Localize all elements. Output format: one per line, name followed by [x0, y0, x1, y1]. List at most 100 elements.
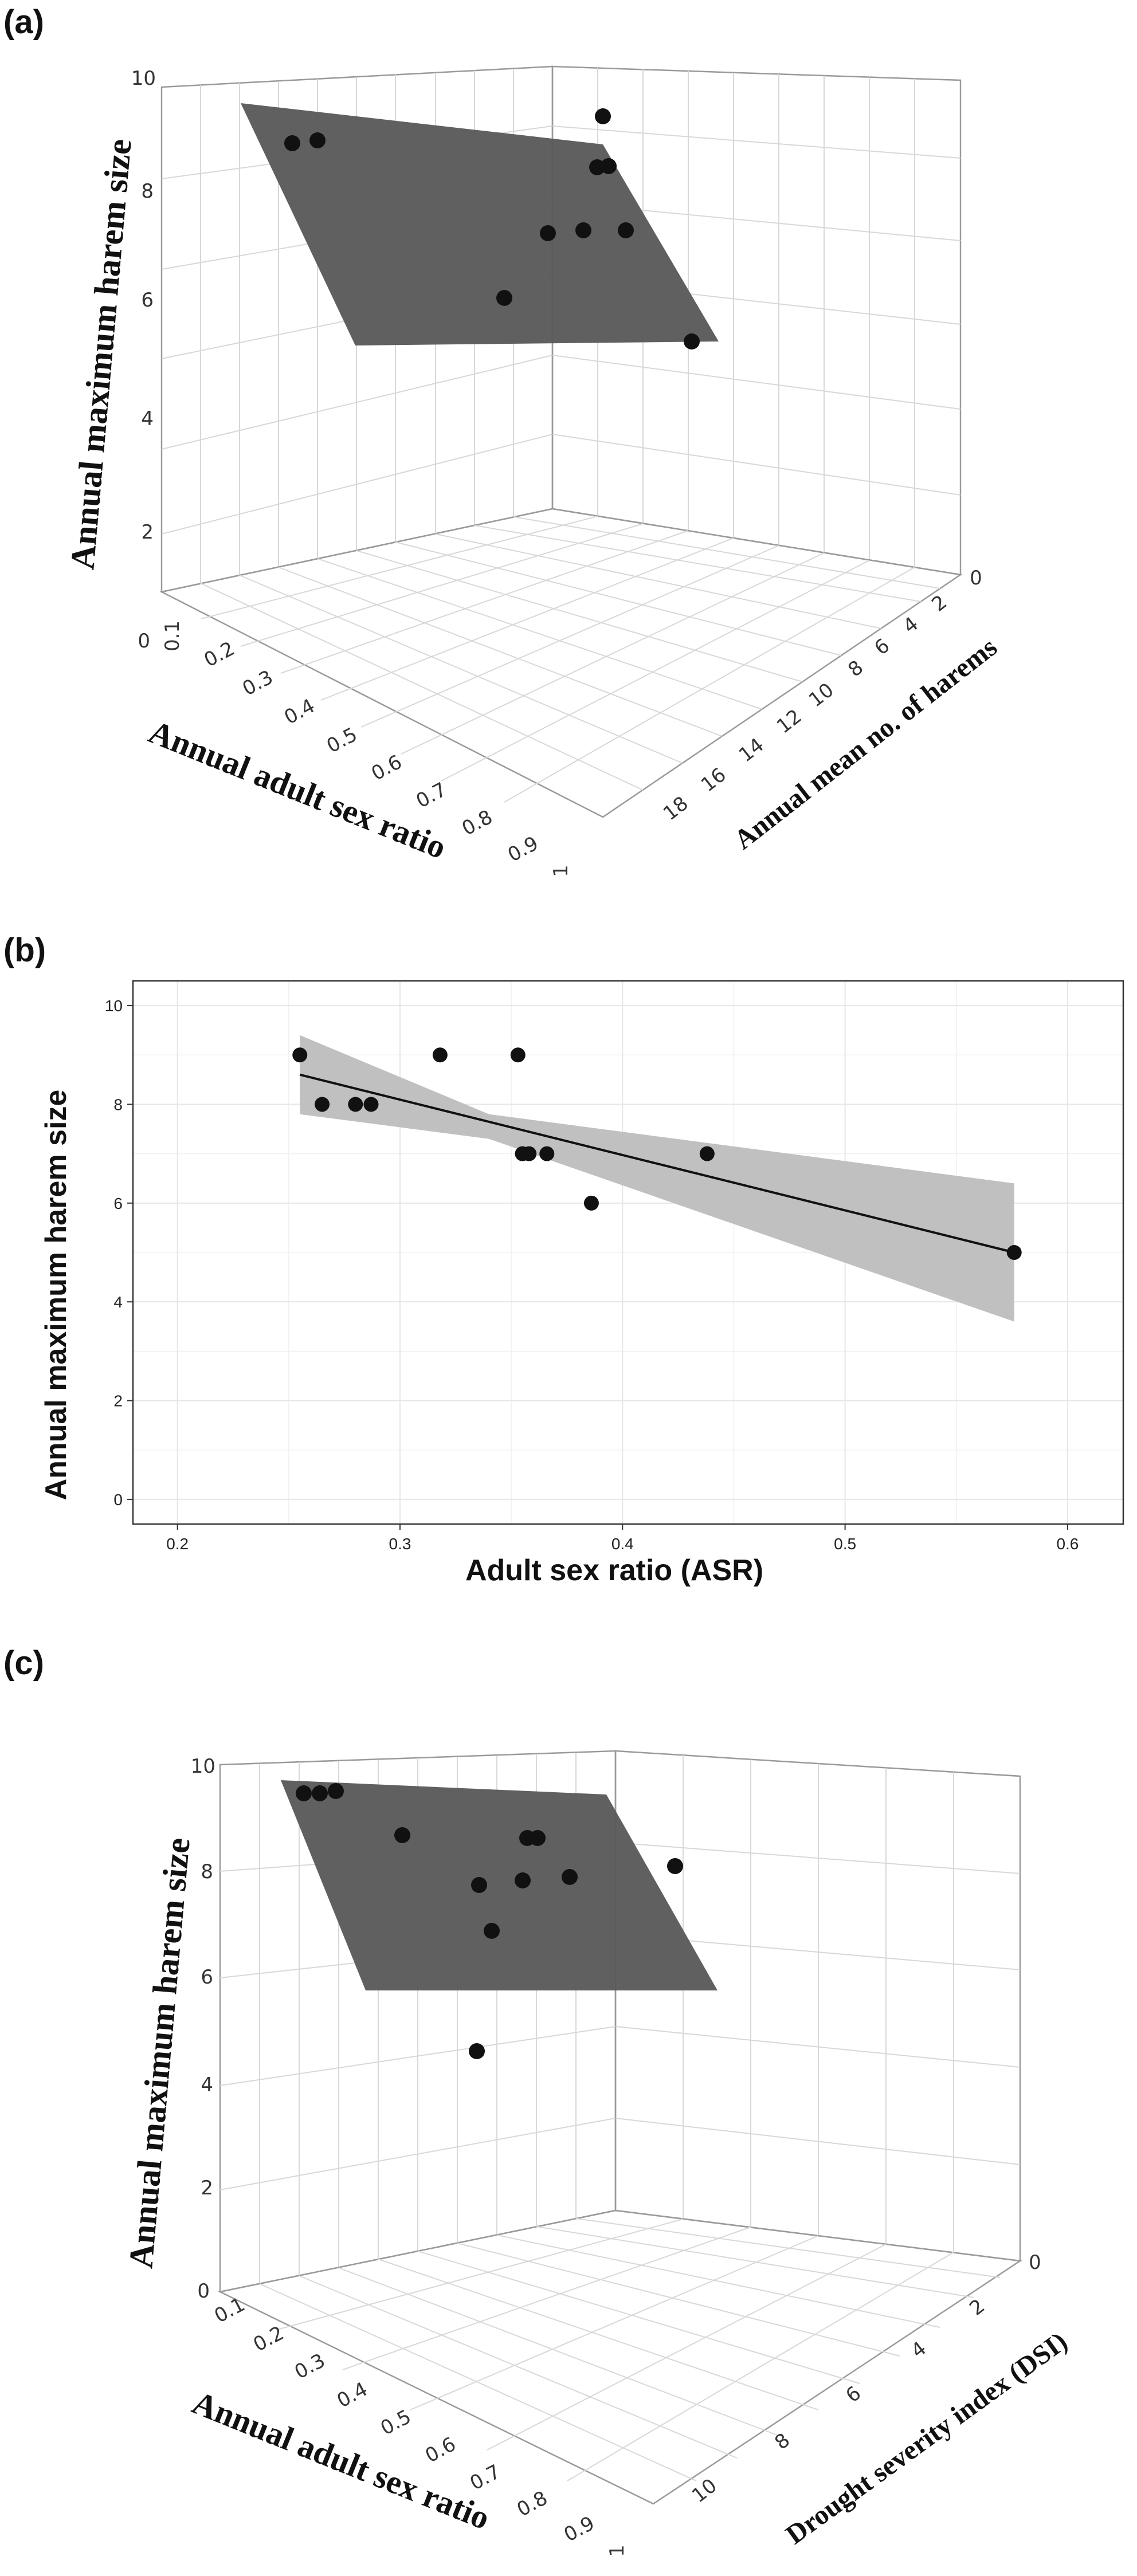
panel-c-x-tick: 0.3	[291, 2349, 330, 2384]
panel-a-x-tick: 0.8	[458, 806, 497, 841]
panel-c-z-tick: 0	[197, 2280, 210, 2303]
panel-c-z-axis-title: Annual maximum harem size	[121, 1836, 197, 2270]
panel-c-point	[328, 1783, 344, 1799]
panel-c-point	[515, 1872, 531, 1888]
panel-a: (a)	[3, 3, 1003, 877]
panel-c-point	[296, 1785, 312, 1801]
panel-c-point	[394, 1827, 410, 1843]
panel-a-floor-grid	[360, 545, 779, 728]
panel-c-floor-frame	[218, 2209, 1022, 2505]
panel-a-z-tick: 2	[141, 521, 154, 544]
panel-c-x-tick: 0.6	[422, 2433, 460, 2468]
panel-a-x-tick: 0.4	[281, 694, 319, 729]
panel-b-label: (b)	[3, 932, 46, 969]
panel-c-regression-plane	[281, 1780, 718, 1990]
panel-a-y-tick: 8	[844, 656, 868, 682]
panel-a-x-tick: 0.7	[413, 778, 451, 813]
panel-c-floor-grid	[410, 2235, 819, 2410]
panel-b-ticks: 0.2 0.3 0.4 0.5 0.6 0 2 4 6 8 10	[105, 997, 1079, 1553]
panel-c-x-tick: 0.9	[560, 2512, 599, 2547]
panel-c-x-tick: 0.4	[334, 2378, 372, 2413]
panel-c-z-tick: 4	[201, 2074, 213, 2096]
panel-c-floor-grid	[378, 2259, 819, 2410]
panel-a-x-tick: 1	[550, 865, 573, 877]
panel-a-x-tick: 0.3	[239, 666, 277, 701]
panel-b-plot-area	[132, 980, 1124, 1525]
panel-c-point	[484, 1923, 500, 1939]
panel-c-x-tick: 0.2	[250, 2322, 288, 2357]
panel-a-floor-grid	[320, 537, 734, 701]
panel-a-x-tick: 0.6	[368, 751, 406, 786]
panel-c-floor-grid	[417, 2251, 860, 2384]
panel-c-floor-grid	[277, 2218, 684, 2330]
panel-c-floor-grid	[338, 2267, 778, 2436]
panel-a-point	[684, 333, 700, 350]
panel-a-z-tick: 4	[141, 407, 154, 430]
panel-a-floor-grid	[441, 560, 870, 782]
panel-b-point	[510, 1047, 526, 1063]
panel-a-y-tick: 10	[805, 678, 838, 712]
panel-a-label: (a)	[3, 3, 44, 41]
panel-c-y-tick: 2	[965, 2295, 989, 2320]
panel-c-points	[296, 1783, 683, 2059]
panel-a-floor-grid	[200, 583, 644, 791]
panel-c-point	[312, 1785, 328, 1801]
panel-a-floor	[159, 508, 963, 818]
panel-c-y-tick: 0	[1029, 2251, 1041, 2274]
panel-a-x-tick: 0.5	[323, 723, 362, 758]
panel-a-point	[496, 290, 512, 306]
panel-c-z-ticks: 0 2 4 6 8 10	[191, 1755, 215, 2303]
panel-b-x-tick-label: 0.5	[834, 1535, 856, 1553]
panel-a-point	[595, 108, 611, 124]
panel-a-point	[618, 222, 634, 238]
panel-a-right-wall-hgrid	[552, 125, 961, 159]
panel-a-y-tick: 12	[773, 705, 806, 738]
panel-a-point	[309, 132, 326, 148]
panel-a-z-ticks: 0 2 4 6 8 10	[131, 67, 156, 653]
panel-c-y-axis-title: Drought severity index (DSI)	[781, 2326, 1073, 2550]
panel-b-x-tick-label: 0.2	[166, 1535, 189, 1553]
panel-a-y-tick: 18	[659, 792, 693, 825]
panel-a-floor-grid	[317, 558, 763, 710]
panel-c-floor-grid	[342, 2226, 751, 2370]
panel-c-label: (c)	[3, 1644, 44, 1682]
panel-b-x-tick-label: 0.6	[1056, 1535, 1079, 1553]
panel-b-y-tick-label: 0	[113, 1491, 123, 1509]
panel-c-point	[471, 1877, 487, 1893]
panel-a-z-tick: 6	[141, 289, 154, 312]
panel-c-x-tick: 0.5	[377, 2405, 415, 2440]
panel-c-floor	[218, 2209, 1022, 2505]
panel-a-points	[284, 108, 700, 350]
panel-a-z-tick: 10	[131, 67, 156, 90]
panel-c-y-tick: 4	[907, 2337, 931, 2363]
panel-c-floor-grid	[575, 2218, 1001, 2278]
panel-b-point	[315, 1097, 330, 1112]
panel-c-floor-grid	[299, 2275, 738, 2459]
panel-c-point	[469, 2043, 485, 2059]
panel-a-floor-grid	[395, 541, 842, 656]
panel-a-floor-grid	[239, 575, 683, 764]
panel-c-x-tick: 1	[606, 2544, 629, 2557]
panel-a-floor-grid	[201, 516, 598, 619]
panel-b-point	[1006, 1245, 1022, 1260]
panel-b-confidence-band	[300, 1035, 1014, 1322]
panel-b-x-tick-label: 0.3	[389, 1535, 411, 1553]
panel-b-y-tick-label: 4	[113, 1293, 123, 1311]
panel-a-floor-grid	[240, 523, 644, 647]
panel-a-right-wall-hgrid	[552, 355, 961, 410]
panel-b-y-tick-label: 6	[113, 1195, 123, 1212]
panel-a-y-tick: 16	[697, 763, 731, 796]
panel-b-plot-frame	[132, 980, 1124, 1525]
panel-b-point	[699, 1146, 715, 1161]
panel-b-point	[363, 1097, 379, 1112]
panel-c-floor-grid	[457, 2243, 900, 2357]
panel-a-right-wall-hgrid	[552, 434, 961, 496]
panel-a-x-tick: 0.1	[161, 621, 184, 651]
panel-a-y-tick: 14	[735, 733, 769, 767]
panel-a-point	[601, 158, 617, 174]
panel-a-z-axis-title: Annual maximum harem size	[63, 138, 138, 571]
panel-b-y-tick-label: 10	[105, 997, 123, 1015]
panel-a-floor-grid	[435, 533, 882, 629]
panel-b-regression-line	[299, 1073, 1015, 1254]
